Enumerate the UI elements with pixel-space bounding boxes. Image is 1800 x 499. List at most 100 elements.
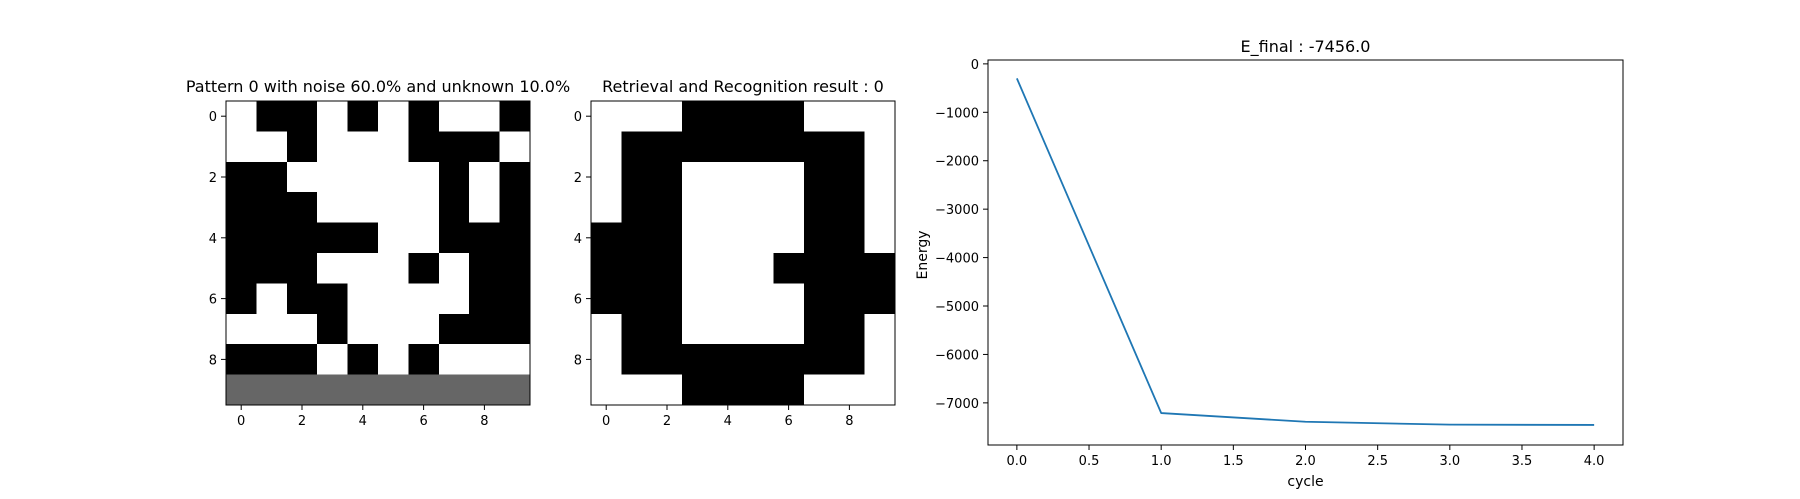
noisy-pattern-cell	[378, 101, 409, 132]
noisy-pattern-cell	[286, 253, 318, 284]
retrieval-result-cell	[834, 283, 865, 315]
retrieval-result-cell	[834, 161, 865, 193]
retrieval-result-cell	[743, 161, 774, 193]
noisy-pattern-cell	[286, 131, 318, 163]
retrieval-result-cell	[803, 192, 835, 223]
retrieval-result-cell	[682, 101, 713, 132]
retrieval-result-cell	[651, 374, 683, 406]
retrieval-result-cell	[621, 283, 653, 315]
noisy-pattern-cell	[408, 161, 440, 193]
noisy-pattern-cell	[317, 374, 348, 406]
noisy-pattern-y-tick-label: 0	[209, 110, 217, 125]
y-tick-label: −2000	[935, 155, 979, 170]
noisy-pattern-cell	[438, 374, 470, 406]
noisy-pattern-cell	[499, 131, 531, 163]
noisy-pattern-cell	[256, 344, 288, 375]
noisy-pattern-cell	[438, 101, 470, 132]
retrieval-result-cell	[803, 313, 835, 345]
noisy-pattern-cell	[469, 131, 500, 163]
noisy-pattern-cell	[378, 161, 409, 193]
noisy-pattern-cell	[256, 161, 288, 193]
retrieval-result-cell	[591, 283, 622, 315]
retrieval-result-cell	[621, 192, 653, 223]
retrieval-result-cell	[621, 161, 653, 193]
noisy-pattern-cell	[347, 374, 379, 406]
noisy-pattern-cell	[378, 313, 409, 345]
energy-plot-area: 0.0 0.5 1.0 1.5 2.0 2.5 3.0 3.5 4.0 0 −1000 −2000 −3…	[935, 58, 1624, 469]
retrieval-result-cell	[591, 192, 622, 223]
y-axis-label: Energy	[915, 230, 931, 279]
noisy-pattern-cell	[378, 344, 409, 375]
retrieval-result-y-tick-label: 4	[574, 232, 582, 247]
noisy-pattern-cell	[469, 344, 500, 375]
retrieval-result-cell	[773, 253, 805, 284]
retrieval-result-cell	[743, 344, 774, 375]
noisy-pattern-cell	[286, 283, 318, 315]
noisy-pattern-cell	[226, 283, 257, 315]
retrieval-result-title: Retrieval and Recognition result : 0	[602, 77, 884, 96]
retrieval-result-cell	[621, 313, 653, 345]
y-tick-label: −7000	[935, 397, 979, 412]
retrieval-result-cell	[682, 374, 713, 406]
retrieval-result-cell	[803, 222, 835, 254]
energy-series-line	[1016, 78, 1595, 426]
noisy-pattern-cell	[499, 344, 531, 375]
retrieval-result-cell	[834, 253, 865, 284]
retrieval-result-cell	[864, 313, 896, 345]
x-tick-label: 2.5	[1367, 454, 1388, 469]
retrieval-result-cell	[621, 131, 653, 163]
noisy-pattern-cell	[438, 283, 470, 315]
noisy-pattern-cell	[226, 253, 257, 284]
retrieval-result-cell	[743, 374, 774, 406]
noisy-pattern-cell	[347, 192, 379, 223]
retrieval-result-cell	[591, 344, 622, 375]
retrieval-result-cell	[864, 131, 896, 163]
noisy-pattern-cell	[438, 222, 470, 254]
noisy-pattern-cell	[226, 313, 257, 345]
retrieval-result-cell	[591, 313, 622, 345]
retrieval-result-cell	[864, 344, 896, 375]
retrieval-result-cell	[712, 344, 744, 375]
noisy-pattern-cell	[347, 313, 379, 345]
retrieval-result-ticks: 0 2 4 6 8 0 2 4 6 8	[574, 110, 854, 429]
noisy-pattern-cell	[286, 313, 318, 345]
noisy-pattern-cell	[408, 253, 440, 284]
retrieval-result-y-tick-label: 2	[574, 171, 582, 186]
noisy-pattern-cell	[499, 101, 531, 132]
retrieval-result-cell	[712, 253, 744, 284]
retrieval-result-cell	[591, 253, 622, 284]
retrieval-result-cell	[743, 253, 774, 284]
noisy-pattern-cell	[408, 374, 440, 406]
retrieval-result-cell	[803, 344, 835, 375]
retrieval-result-cell	[682, 131, 713, 163]
noisy-pattern-cell	[256, 131, 288, 163]
noisy-pattern-y-tick-label: 2	[209, 171, 217, 186]
retrieval-result-cell	[651, 192, 683, 223]
noisy-pattern-ticks: 0 2 4 6 8 0 2 4 6 8	[209, 110, 489, 429]
noisy-pattern-cell	[286, 192, 318, 223]
noisy-pattern-cell	[317, 253, 348, 284]
retrieval-result-cell	[803, 101, 835, 132]
retrieval-result-cell	[591, 131, 622, 163]
y-tick-label: −4000	[935, 252, 979, 267]
retrieval-result-cell	[682, 313, 713, 345]
noisy-pattern-cell	[408, 344, 440, 375]
noisy-pattern-cell	[438, 313, 470, 345]
energy-chart-panel: E_final : -7456.0 0.0 0.5 1.0 1.5 2.0 2.5 3.0 3…	[915, 37, 1624, 490]
noisy-pattern-cell	[256, 101, 288, 132]
retrieval-result-cell	[743, 313, 774, 345]
retrieval-result-cell	[834, 374, 865, 406]
retrieval-result-frame	[590, 100, 896, 406]
retrieval-result-cell	[651, 313, 683, 345]
retrieval-result-cell	[712, 161, 744, 193]
y-tick-label: 0	[971, 58, 979, 73]
y-tick-label: −5000	[935, 300, 979, 315]
noisy-pattern-cell	[438, 253, 470, 284]
retrieval-result-cell	[591, 374, 622, 406]
noisy-pattern-cell	[499, 161, 531, 193]
noisy-pattern-cell	[469, 374, 500, 406]
x-tick-label: 0.5	[1079, 454, 1100, 469]
x-tick-label: 1.0	[1151, 454, 1172, 469]
noisy-pattern-cell	[469, 101, 500, 132]
retrieval-result-cell	[773, 344, 805, 375]
